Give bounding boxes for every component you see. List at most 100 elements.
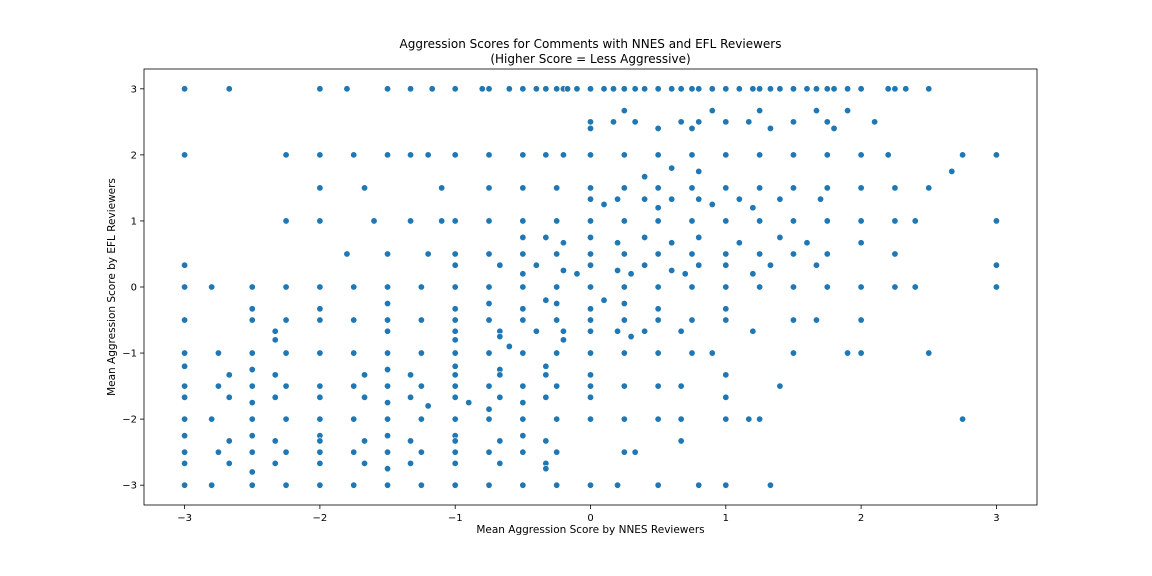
data-point	[688, 124, 696, 132]
data-point	[891, 217, 899, 225]
data-point	[812, 85, 820, 93]
data-point	[902, 85, 910, 93]
data-point	[384, 366, 392, 374]
data-point	[181, 432, 189, 440]
data-point	[654, 184, 662, 192]
data-point	[181, 362, 189, 370]
data-point	[451, 362, 459, 370]
data-point	[844, 349, 852, 357]
x-axis-ticks: −3 −2 −1 0 1 2 3	[177, 505, 1000, 524]
data-point	[586, 85, 594, 93]
data-point	[384, 448, 392, 456]
data-point	[542, 371, 550, 379]
data-point	[735, 85, 743, 93]
data-point	[586, 151, 594, 159]
data-point	[992, 261, 1000, 269]
data-point	[559, 266, 567, 274]
data-point	[553, 316, 561, 324]
data-point	[586, 184, 594, 192]
data-point	[620, 250, 628, 258]
y-tick-label: 2	[131, 150, 137, 161]
data-point	[789, 151, 797, 159]
data-point	[891, 184, 899, 192]
data-point	[677, 382, 685, 390]
data-point	[614, 266, 622, 274]
data-point	[343, 250, 351, 258]
data-point	[620, 448, 628, 456]
data-point	[586, 393, 594, 401]
data-point	[505, 85, 513, 93]
data-point	[677, 327, 685, 335]
data-point	[384, 283, 392, 291]
data-point	[654, 250, 662, 258]
data-point	[424, 250, 432, 258]
data-point	[407, 85, 415, 93]
data-point	[225, 393, 233, 401]
data-point	[708, 200, 716, 208]
data-point	[620, 415, 628, 423]
data-point	[208, 481, 216, 489]
data-point	[316, 382, 324, 390]
data-point	[654, 305, 662, 313]
data-point	[542, 465, 550, 473]
data-point	[911, 217, 919, 225]
data-point	[992, 217, 1000, 225]
data-point	[532, 261, 540, 269]
data-point	[282, 217, 290, 225]
data-point	[214, 349, 222, 357]
data-point	[776, 233, 784, 241]
data-point	[948, 167, 956, 175]
data-point	[857, 239, 865, 247]
data-point	[181, 382, 189, 390]
data-point	[803, 239, 811, 247]
data-point	[181, 481, 189, 489]
y-tick-label: 3	[131, 84, 137, 95]
data-point	[316, 415, 324, 423]
data-point	[756, 107, 764, 115]
y-tick-label: −3	[122, 481, 137, 492]
data-point	[350, 481, 358, 489]
data-point	[654, 349, 662, 357]
data-point	[620, 316, 628, 324]
data-point	[573, 85, 581, 93]
data-point	[911, 283, 919, 291]
data-point	[553, 85, 561, 93]
data-point	[722, 305, 730, 313]
data-point	[641, 233, 649, 241]
data-point	[641, 327, 649, 335]
data-point	[959, 415, 967, 423]
data-point	[677, 85, 685, 93]
data-point	[485, 448, 493, 456]
data-point	[668, 195, 676, 203]
data-point	[214, 448, 222, 456]
data-point	[553, 217, 561, 225]
data-point	[620, 349, 628, 357]
data-point	[384, 481, 392, 489]
data-point	[857, 217, 865, 225]
data-point	[424, 151, 432, 159]
data-point	[350, 448, 358, 456]
data-point	[248, 305, 256, 313]
data-point	[248, 481, 256, 489]
data-point	[776, 195, 784, 203]
data-point	[631, 118, 639, 126]
data-point	[384, 300, 392, 308]
x-axis-label: Mean Aggression Score by NNES Reviewers	[476, 524, 704, 536]
data-point	[542, 296, 550, 304]
data-point	[654, 151, 662, 159]
data-point	[519, 184, 527, 192]
data-point	[614, 239, 622, 247]
data-point	[654, 283, 662, 291]
data-point	[485, 283, 493, 291]
data-point	[695, 85, 703, 93]
data-point	[620, 283, 628, 291]
data-point	[600, 85, 608, 93]
data-point	[812, 316, 820, 324]
data-point	[735, 239, 743, 247]
data-point	[465, 399, 473, 407]
data-point	[884, 85, 892, 93]
data-point	[586, 415, 594, 423]
data-point	[708, 107, 716, 115]
data-point	[891, 250, 899, 258]
data-point	[316, 316, 324, 324]
